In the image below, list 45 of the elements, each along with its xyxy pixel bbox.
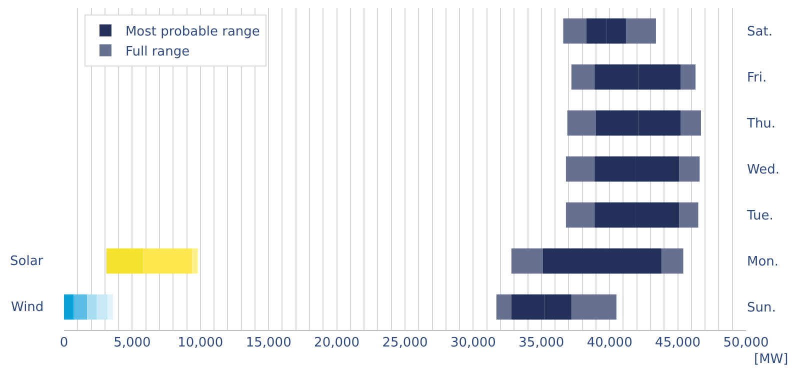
bar (680, 64, 696, 90)
bar (106, 248, 144, 274)
y-tick-label: Fri. (747, 70, 767, 86)
bar (571, 294, 616, 320)
x-tick-label: 35,000 (518, 336, 564, 351)
bar (661, 248, 684, 274)
bar (87, 294, 97, 320)
bar (496, 294, 512, 320)
x-tick-label: 20,000 (314, 336, 360, 351)
bar (571, 64, 595, 90)
bar (511, 248, 543, 274)
y-tick-label: Sun. (747, 300, 776, 316)
y-tick-label: Mon. (747, 254, 779, 270)
y-tick-label: Thu. (746, 116, 776, 132)
x-tick-label: 5,000 (114, 336, 151, 351)
bar (143, 248, 192, 274)
y-tick-label: Sat. (747, 24, 772, 40)
y-tick-label: Wed. (747, 162, 780, 178)
bar (566, 202, 595, 228)
bar (108, 294, 114, 320)
x-tick-label: 0 (60, 336, 68, 351)
bar (74, 294, 88, 320)
y2-tick-label: Solar (10, 254, 44, 269)
y-tick-label: Tue. (746, 208, 774, 224)
x-tick-label: 10,000 (178, 336, 224, 351)
bar (566, 156, 595, 182)
legend-label: Full range (125, 44, 190, 60)
x-tick-label: 40,000 (586, 336, 632, 351)
x-tick-label: 30,000 (450, 336, 496, 351)
bar (96, 294, 108, 320)
x-tick-label: 25,000 (382, 336, 428, 351)
x-axis-title: [MW] (754, 352, 788, 367)
bar (680, 110, 701, 136)
x-tick-label: 15,000 (246, 336, 292, 351)
bar (563, 18, 586, 44)
bar (679, 202, 698, 228)
bar (679, 156, 700, 182)
bar (626, 18, 656, 44)
legend-label: Most probable range (125, 24, 260, 40)
x-tick-label: 45,000 (655, 336, 701, 351)
bar (64, 294, 74, 320)
bar (192, 248, 198, 274)
x-tick-label: 50,000 (723, 336, 769, 351)
y2-tick-label: Wind (11, 300, 44, 315)
bar (567, 110, 596, 136)
